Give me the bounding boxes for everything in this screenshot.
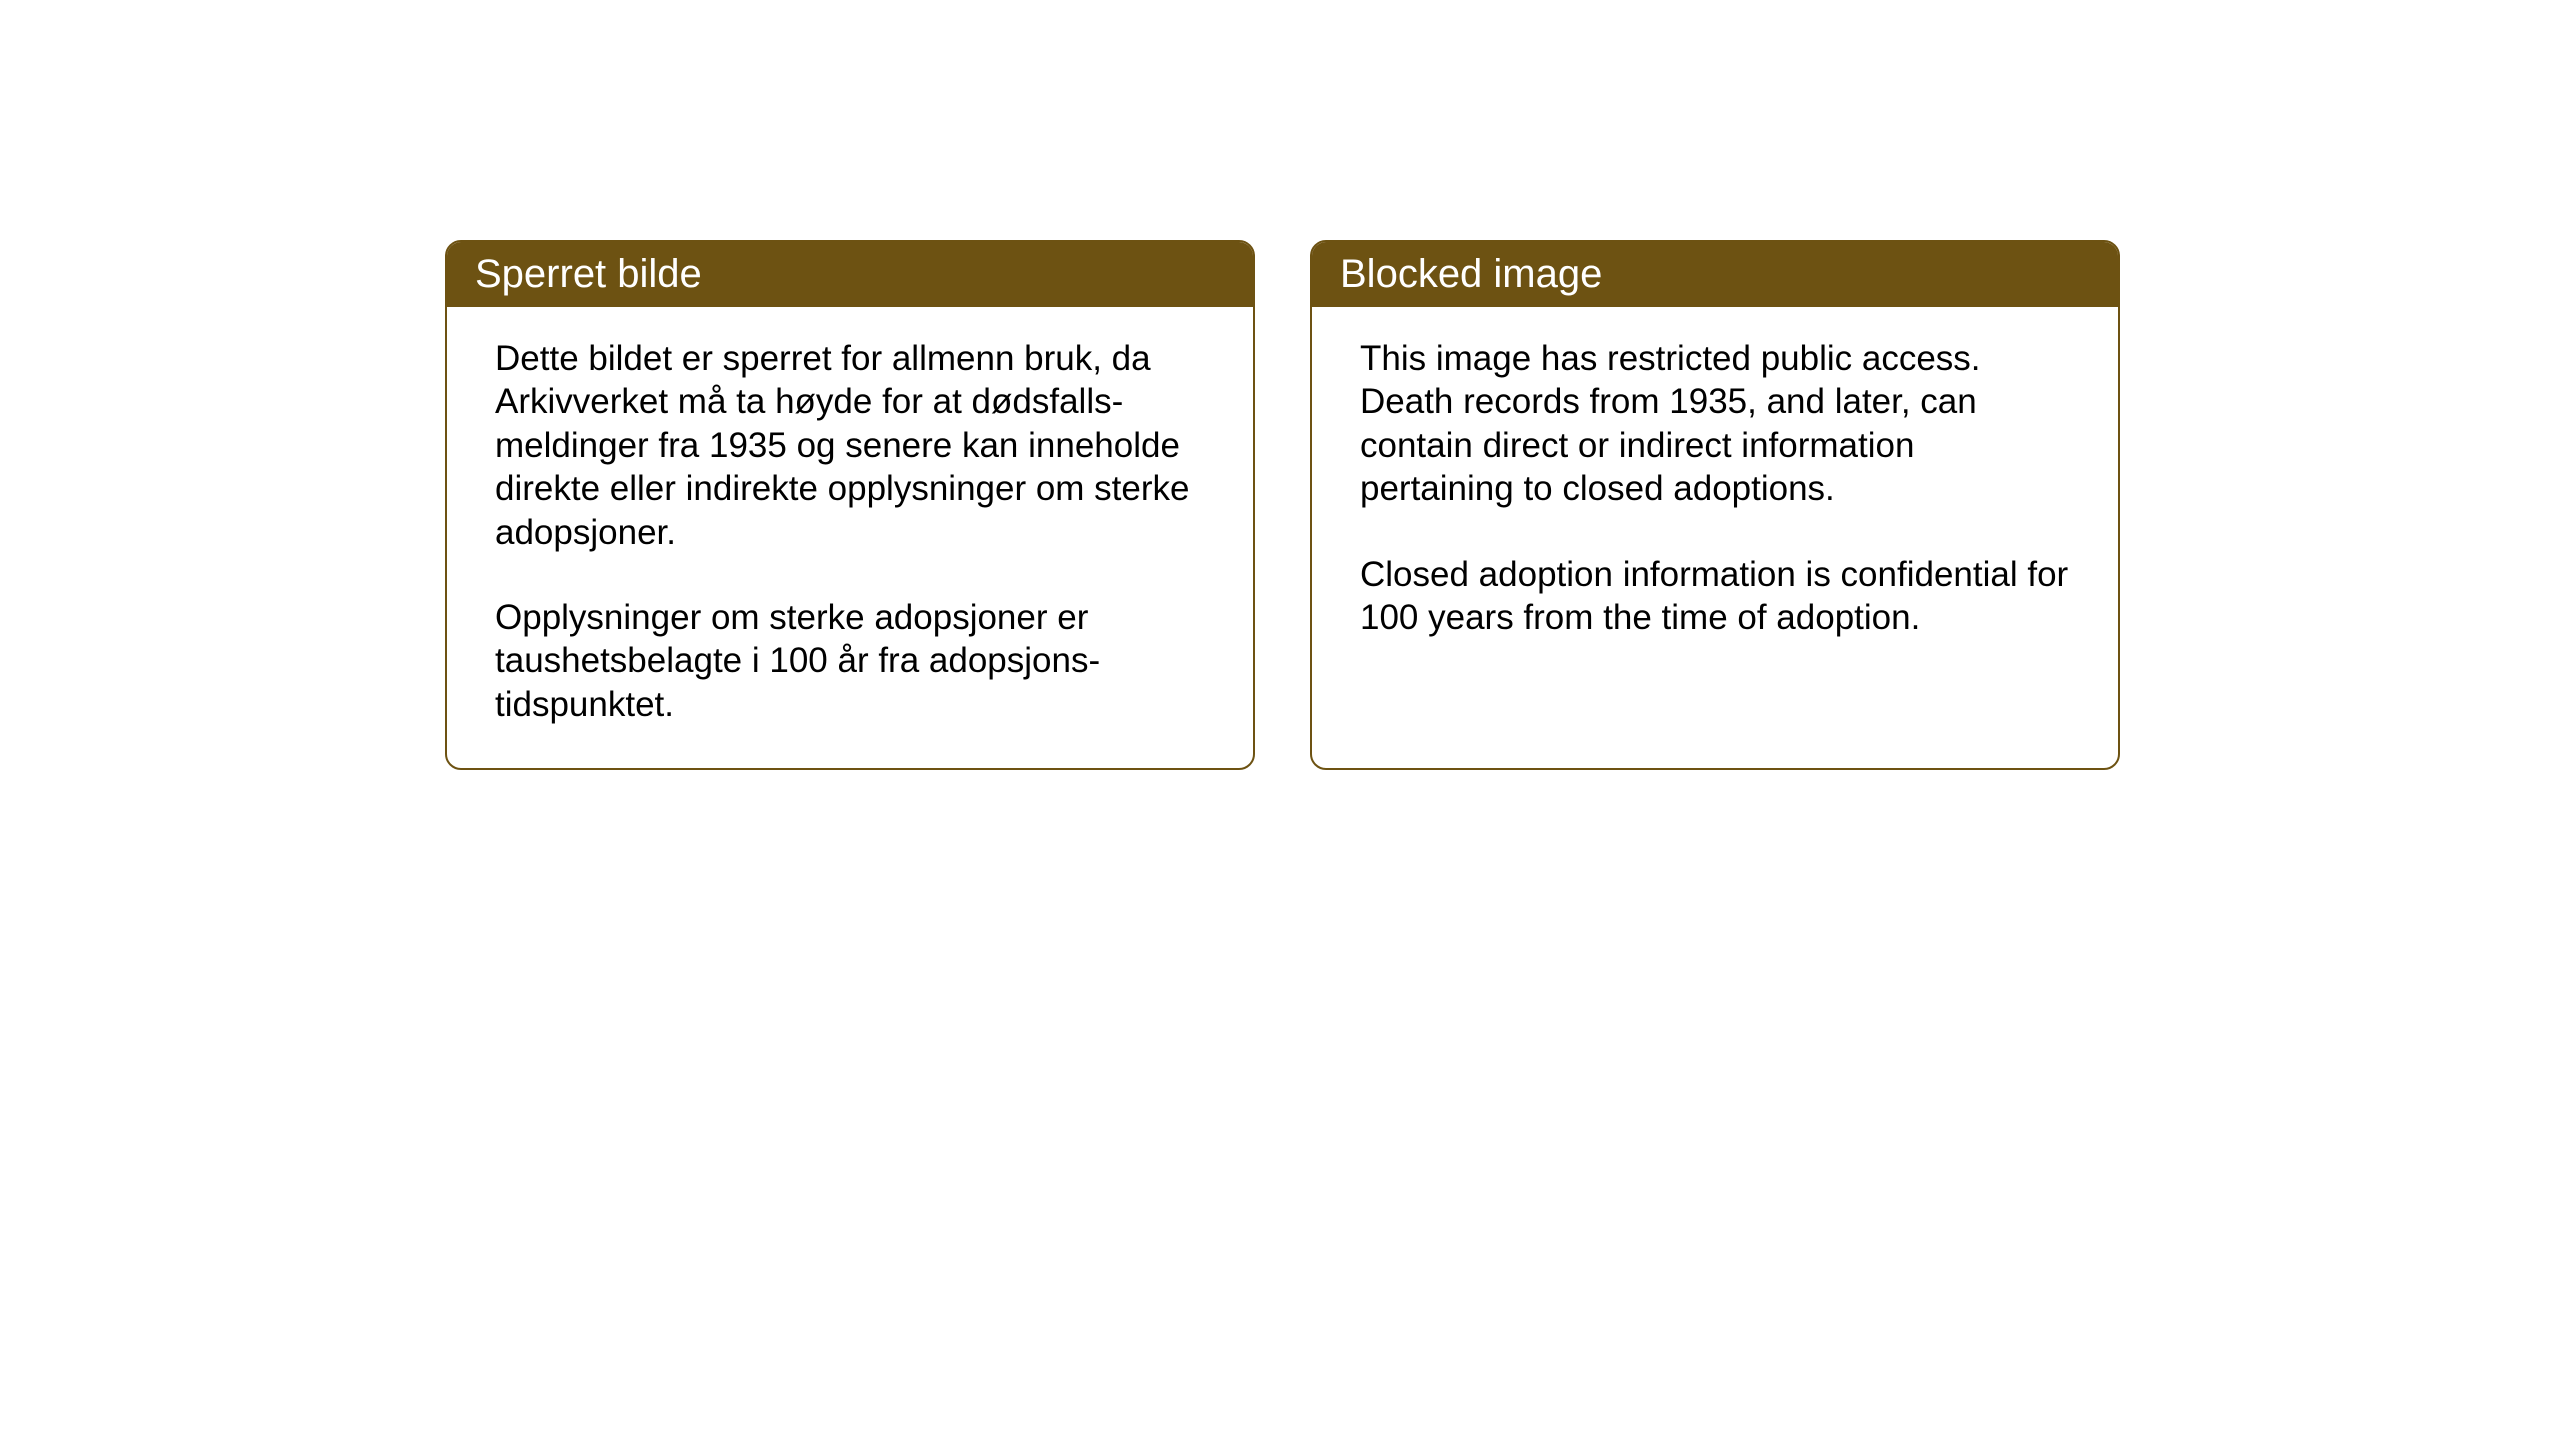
notice-box-norwegian: Sperret bilde Dette bildet er sperret fo…: [445, 240, 1255, 770]
notice-header-english: Blocked image: [1312, 242, 2118, 307]
notices-container: Sperret bilde Dette bildet er sperret fo…: [445, 240, 2120, 770]
notice-title-english: Blocked image: [1340, 252, 1602, 296]
notice-paragraph-norwegian-1: Dette bildet er sperret for allmenn bruk…: [495, 337, 1205, 554]
notice-box-english: Blocked image This image has restricted …: [1310, 240, 2120, 770]
notice-paragraph-english-2: Closed adoption information is confident…: [1360, 553, 2070, 640]
notice-body-norwegian: Dette bildet er sperret for allmenn bruk…: [447, 307, 1253, 768]
notice-body-english: This image has restricted public access.…: [1312, 307, 2118, 681]
notice-paragraph-norwegian-2: Opplysninger om sterke adopsjoner er tau…: [495, 596, 1205, 726]
notice-paragraph-english-1: This image has restricted public access.…: [1360, 337, 2070, 511]
notice-title-norwegian: Sperret bilde: [475, 252, 702, 296]
notice-header-norwegian: Sperret bilde: [447, 242, 1253, 307]
